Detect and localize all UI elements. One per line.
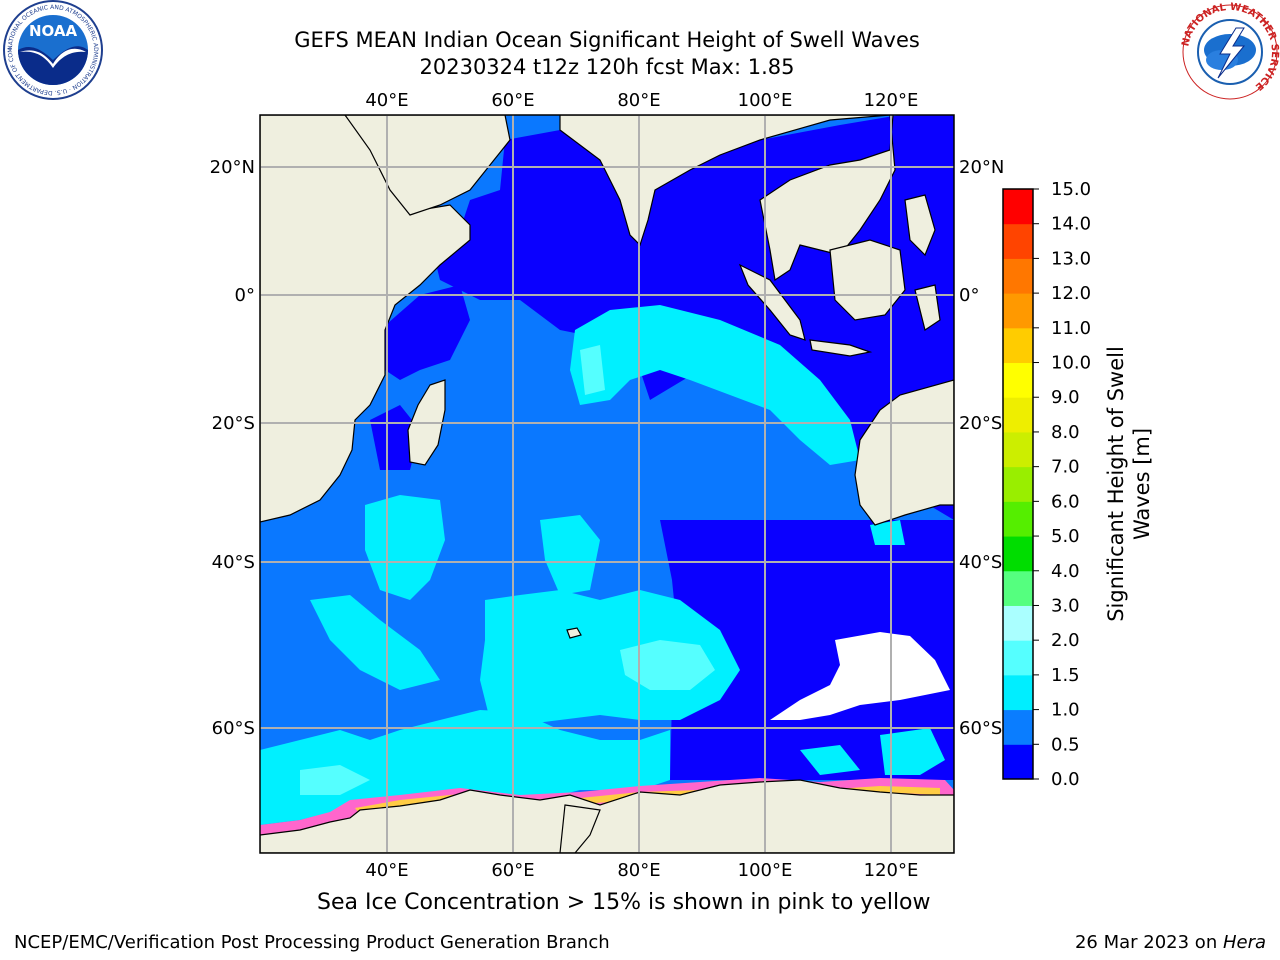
colorbar-tick-label: 10.0	[1051, 353, 1091, 374]
colorbar-tick-label: 6.0	[1051, 491, 1080, 512]
lon-tick-top-80e: 80°E	[617, 90, 660, 111]
lon-tick-top-40e: 40°E	[365, 90, 408, 111]
swell-light-cyan-regions	[300, 345, 715, 795]
colorbar-swatch	[1003, 258, 1033, 294]
lon-tick-top-100e: 100°E	[738, 90, 793, 111]
lon-tick-bottom-40e: 40°E	[365, 860, 408, 881]
nws-logo: NATIONAL WEATHER SERVICE	[1180, 2, 1280, 100]
colorbar-label-line2: Waves [m]	[1130, 428, 1154, 540]
colorbar-label-line1: Significant Height of Swell	[1104, 346, 1128, 622]
lon-tick-top-60e: 60°E	[491, 90, 534, 111]
lon-tick-top-120e: 120°E	[864, 90, 919, 111]
lat-tick-left-20s: 20°S	[212, 413, 255, 434]
lat-tick-left-0: 0°	[235, 285, 255, 306]
colorbar-swatch	[1003, 327, 1033, 364]
colorbar-tick-label: 3.0	[1051, 595, 1080, 616]
colorbar-swatch	[1003, 501, 1033, 537]
no-data-white-region	[770, 632, 950, 720]
footer-date-text: 26 Mar 2023 on	[1074, 932, 1223, 953]
colorbar-swatch	[1003, 605, 1033, 641]
footer-date: 26 Mar 2023 on Hera	[1075, 932, 1266, 953]
colorbar-tick-label: 1.5	[1051, 665, 1080, 686]
lat-tick-left-20n: 20°N	[210, 157, 255, 178]
colorbar-swatch	[1003, 362, 1033, 398]
page-title: GEFS MEAN Indian Ocean Significant Heigh…	[294, 28, 920, 52]
colorbar-swatch	[1003, 223, 1033, 259]
lat-tick-left-60s: 60°S	[212, 718, 255, 739]
colorbar-swatch	[1003, 536, 1033, 572]
lon-tick-bottom-60e: 60°E	[491, 860, 534, 881]
colorbar-swatch	[1003, 431, 1033, 468]
sea-ice-caption: Sea Ice Concentration > 15% is shown in …	[317, 890, 931, 915]
colorbar-tick-label: 4.0	[1051, 561, 1080, 582]
lat-tick-left-40s: 40°S	[212, 552, 255, 573]
colorbar-tick-label: 5.0	[1051, 526, 1080, 547]
colorbar	[1003, 189, 1033, 780]
map-gridlines	[260, 115, 954, 853]
colorbar-swatch	[1003, 466, 1033, 502]
page-subtitle: 20230324 t12z 120h fcst Max: 1.85	[419, 55, 795, 79]
lat-tick-right-0: 0°	[959, 285, 979, 306]
footer-machine: Hera	[1222, 932, 1266, 953]
lat-tick-right-20s: 20°S	[959, 413, 1002, 434]
noaa-logo-text: NOAA	[29, 22, 78, 40]
colorbar-tick-label: 14.0	[1051, 214, 1091, 235]
colorbar-tick-label: 1.0	[1051, 700, 1080, 721]
footer-credit: NCEP/EMC/Verification Post Processing Pr…	[14, 932, 610, 953]
lat-tick-right-20n: 20°N	[959, 157, 1004, 178]
colorbar-tick-label: 8.0	[1051, 422, 1080, 443]
colorbar-tick-label: 9.0	[1051, 387, 1080, 408]
colorbar-swatch	[1003, 640, 1033, 676]
lon-tick-bottom-120e: 120°E	[864, 860, 919, 881]
colorbar-swatch	[1003, 744, 1033, 780]
colorbar-tick-label: 0.5	[1051, 734, 1080, 755]
lon-tick-bottom-80e: 80°E	[617, 860, 660, 881]
noaa-logo: NOAA NATIONAL OCEANIC AND ATMOSPHERIC AD…	[0, 0, 103, 100]
colorbar-swatch	[1003, 570, 1033, 606]
colorbar-swatch	[1003, 709, 1033, 745]
colorbar-tick-label: 15.0	[1051, 179, 1091, 200]
colorbar-tick-label: 11.0	[1051, 318, 1091, 339]
colorbar-swatch	[1003, 189, 1033, 225]
colorbar-tick-label: 0.0	[1051, 769, 1080, 790]
colorbar-tick-label: 2.0	[1051, 630, 1080, 651]
colorbar-swatch	[1003, 674, 1033, 711]
colorbar-tick-label: 13.0	[1051, 248, 1091, 269]
lat-tick-right-60s: 60°S	[959, 718, 1002, 739]
map-frame	[259, 114, 955, 854]
lon-tick-bottom-100e: 100°E	[738, 860, 793, 881]
colorbar-swatch	[1003, 293, 1033, 329]
lat-tick-right-40s: 40°S	[959, 552, 1002, 573]
colorbar-swatch	[1003, 397, 1033, 433]
colorbar-ticks: 0.0 0.5 1.0 1.5 2.0 3.0 4.0 5.0 6.0 7.0 8.0 9.0 10.0…	[1033, 179, 1091, 790]
colorbar-tick-label: 12.0	[1051, 283, 1091, 304]
colorbar-tick-label: 7.0	[1051, 457, 1080, 478]
colorbar-frame	[1002, 188, 1034, 780]
swell-cyan-regions	[260, 305, 945, 825]
